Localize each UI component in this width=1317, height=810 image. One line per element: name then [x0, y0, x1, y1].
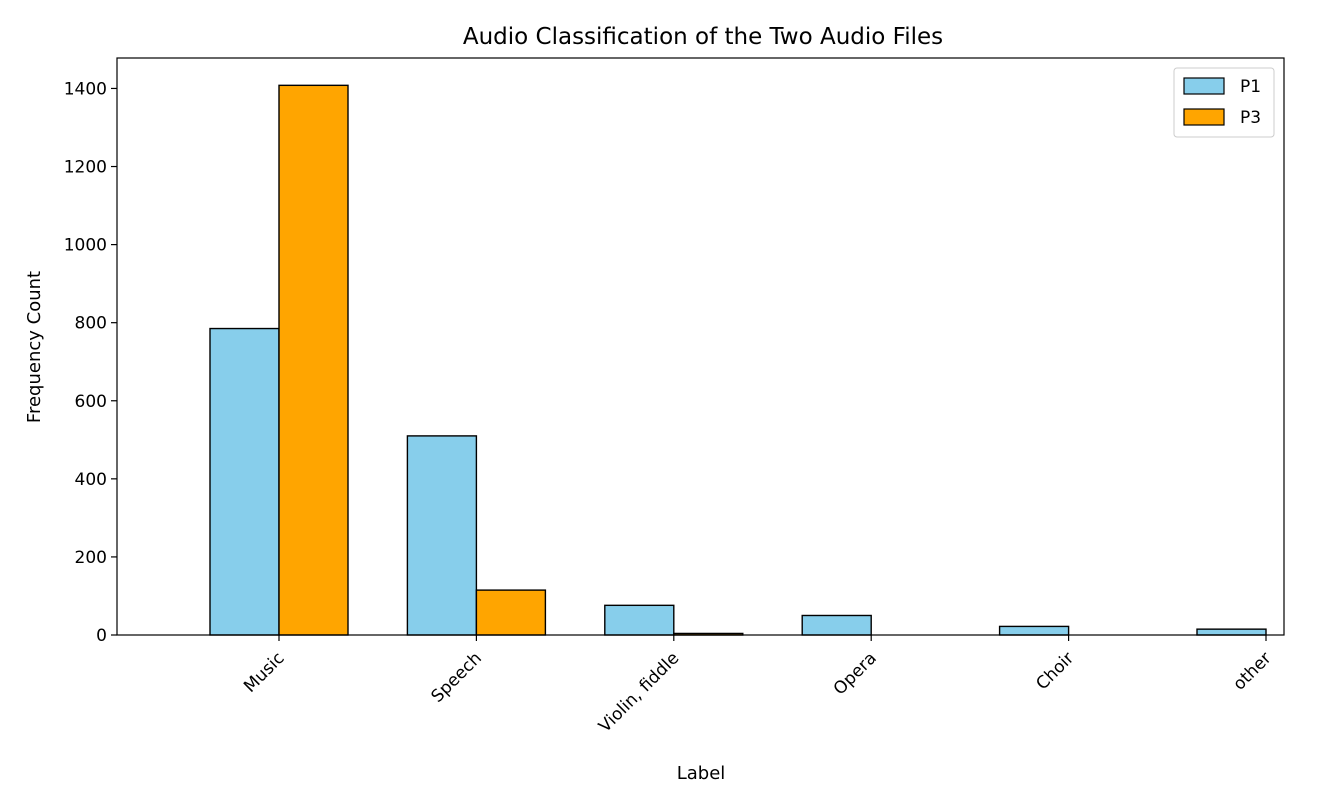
legend: P1 P3	[1173, 67, 1275, 138]
legend-swatch-p3	[1183, 108, 1225, 126]
bar-p1-music	[209, 327, 280, 636]
y-axis: 0 200 400 600 800 1000 1200 1400	[64, 79, 117, 646]
y-tick-label: 800	[75, 314, 107, 334]
legend-label-p3: P3	[1240, 108, 1261, 128]
chart-title: Audio Classification of the Two Audio Fi…	[463, 24, 943, 50]
bars-layer	[209, 84, 1267, 636]
x-tick-label: Opera	[830, 648, 881, 699]
y-tick-label: 400	[75, 470, 107, 490]
legend-label-p1: P1	[1240, 77, 1261, 97]
bar-p1-violin-fiddle	[604, 604, 675, 636]
x-tick-label: Choir	[1032, 648, 1078, 694]
x-axis: Music Speech Violin, fiddle Opera Choir other	[240, 635, 1276, 737]
x-axis-label: Label	[677, 763, 726, 784]
plot-frame	[116, 57, 1285, 636]
bar-p3-music	[278, 84, 349, 636]
bar-p1-speech	[406, 435, 478, 636]
y-tick-label: 0	[96, 626, 107, 646]
x-tick-label: Music	[240, 648, 288, 696]
y-tick-label: 200	[75, 548, 107, 568]
x-tick-label: other	[1229, 648, 1275, 694]
y-tick-label: 600	[75, 392, 107, 412]
bar-p1-other	[1196, 628, 1267, 636]
bar-p1-opera	[801, 614, 872, 636]
bar-p3-speech	[475, 589, 547, 636]
y-axis-label: Frequency Count	[24, 271, 45, 423]
y-tick-label: 1000	[64, 236, 107, 256]
bar-p1-choir	[998, 625, 1070, 636]
x-tick-label: Violin, fiddle	[595, 648, 683, 736]
y-tick-label: 1400	[64, 79, 107, 99]
y-tick-label: 1200	[64, 158, 107, 178]
x-tick-label: Speech	[428, 648, 486, 706]
legend-swatch-p1	[1183, 77, 1225, 95]
